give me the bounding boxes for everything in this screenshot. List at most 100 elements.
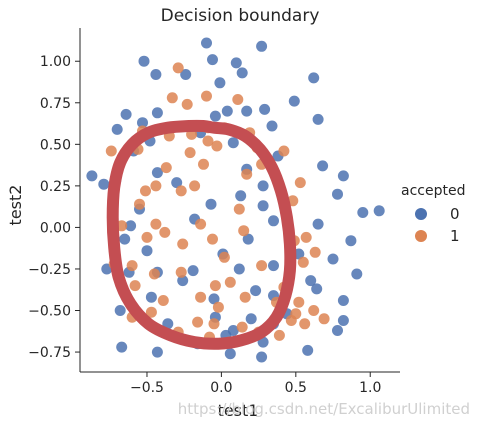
point-1 bbox=[233, 203, 245, 215]
point-0 bbox=[180, 69, 192, 80]
point-0 bbox=[305, 275, 317, 287]
point-1 bbox=[238, 225, 250, 237]
point-1 bbox=[285, 315, 297, 326]
point-1 bbox=[211, 140, 223, 152]
legend-label-1: 1 bbox=[450, 227, 460, 245]
point-0 bbox=[308, 72, 320, 84]
point-1 bbox=[157, 295, 169, 306]
point-1 bbox=[202, 135, 214, 147]
point-1 bbox=[309, 246, 321, 258]
point-0 bbox=[268, 260, 279, 272]
point-0 bbox=[209, 110, 221, 122]
y-tick-label: −0.25 bbox=[28, 262, 71, 278]
point-1 bbox=[172, 62, 184, 74]
point-1 bbox=[300, 231, 312, 243]
point-0 bbox=[373, 205, 385, 217]
point-0 bbox=[151, 167, 163, 179]
point-0 bbox=[312, 218, 324, 230]
point-1 bbox=[256, 260, 268, 272]
point-0 bbox=[114, 305, 126, 316]
y-tick-label: 0.75 bbox=[40, 96, 71, 112]
point-1 bbox=[140, 185, 151, 197]
point-1 bbox=[134, 198, 145, 210]
point-0 bbox=[266, 120, 278, 132]
legend-marker-1 bbox=[415, 230, 427, 242]
x-tick-label: 0.0 bbox=[210, 380, 232, 396]
point-0 bbox=[337, 170, 349, 182]
point-1 bbox=[192, 316, 204, 328]
point-1 bbox=[126, 260, 138, 272]
point-1 bbox=[198, 158, 209, 170]
point-1 bbox=[150, 218, 162, 230]
point-0 bbox=[268, 215, 279, 227]
point-1 bbox=[208, 318, 220, 330]
point-0 bbox=[259, 103, 271, 115]
y-tick-label: 1.00 bbox=[40, 54, 71, 70]
point-0 bbox=[311, 283, 323, 295]
point-1 bbox=[105, 145, 117, 157]
point-1 bbox=[141, 231, 153, 243]
point-0 bbox=[332, 188, 343, 200]
legend-label-0: 0 bbox=[450, 205, 460, 223]
point-0 bbox=[221, 105, 233, 117]
point-0 bbox=[111, 123, 123, 135]
point-1 bbox=[278, 145, 290, 157]
x-tick-label: −0.5 bbox=[130, 380, 164, 396]
point-0 bbox=[120, 108, 132, 120]
x-axis-label: test1 bbox=[218, 401, 259, 420]
x-axis-ticks: −0.5 0.0 0.5 1.0 bbox=[130, 372, 381, 396]
point-1 bbox=[195, 218, 207, 230]
point-0 bbox=[256, 40, 268, 52]
chart-title: Decision boundary bbox=[161, 6, 320, 26]
point-0 bbox=[236, 67, 248, 79]
point-0 bbox=[233, 263, 245, 275]
point-1 bbox=[175, 266, 187, 278]
point-1 bbox=[159, 226, 171, 238]
legend: accepted 0 1 bbox=[401, 183, 465, 245]
point-0 bbox=[337, 295, 349, 306]
point-0 bbox=[245, 313, 257, 325]
point-0 bbox=[138, 55, 150, 67]
point-1 bbox=[241, 168, 253, 180]
point-0 bbox=[116, 341, 128, 353]
point-0 bbox=[256, 351, 268, 363]
point-1 bbox=[218, 251, 230, 263]
point-1 bbox=[232, 94, 244, 105]
point-0 bbox=[345, 235, 357, 247]
series-0 bbox=[86, 37, 385, 363]
point-1 bbox=[160, 162, 172, 174]
point-1 bbox=[207, 233, 218, 245]
point-0 bbox=[337, 315, 349, 326]
point-1 bbox=[177, 238, 189, 250]
point-0 bbox=[214, 77, 226, 89]
point-0 bbox=[151, 346, 163, 358]
point-0 bbox=[250, 285, 262, 297]
point-0 bbox=[201, 37, 212, 49]
point-0 bbox=[302, 344, 314, 356]
y-tick-label: −0.50 bbox=[28, 304, 71, 320]
point-0 bbox=[332, 325, 343, 336]
point-0 bbox=[137, 117, 148, 129]
point-0 bbox=[86, 170, 98, 182]
point-1 bbox=[212, 301, 224, 313]
y-tick-label: 0.00 bbox=[40, 220, 71, 236]
point-0 bbox=[357, 207, 369, 218]
point-0 bbox=[150, 69, 162, 80]
point-1 bbox=[239, 291, 251, 303]
point-0 bbox=[257, 200, 269, 212]
y-tick-label: −0.75 bbox=[28, 345, 71, 361]
point-1 bbox=[308, 305, 320, 316]
x-tick-label: 0.5 bbox=[285, 380, 307, 396]
point-0 bbox=[208, 293, 220, 305]
point-0 bbox=[227, 137, 239, 149]
point-1 bbox=[297, 256, 309, 268]
point-1 bbox=[236, 321, 248, 333]
point-1 bbox=[184, 147, 196, 159]
point-0 bbox=[151, 107, 163, 119]
point-0 bbox=[141, 245, 153, 257]
watermark: https://blog.csdn.net/ExcaliburUlimited bbox=[178, 400, 470, 418]
point-1 bbox=[273, 329, 285, 341]
point-0 bbox=[207, 54, 218, 66]
point-0 bbox=[177, 275, 189, 287]
point-0 bbox=[227, 325, 239, 336]
